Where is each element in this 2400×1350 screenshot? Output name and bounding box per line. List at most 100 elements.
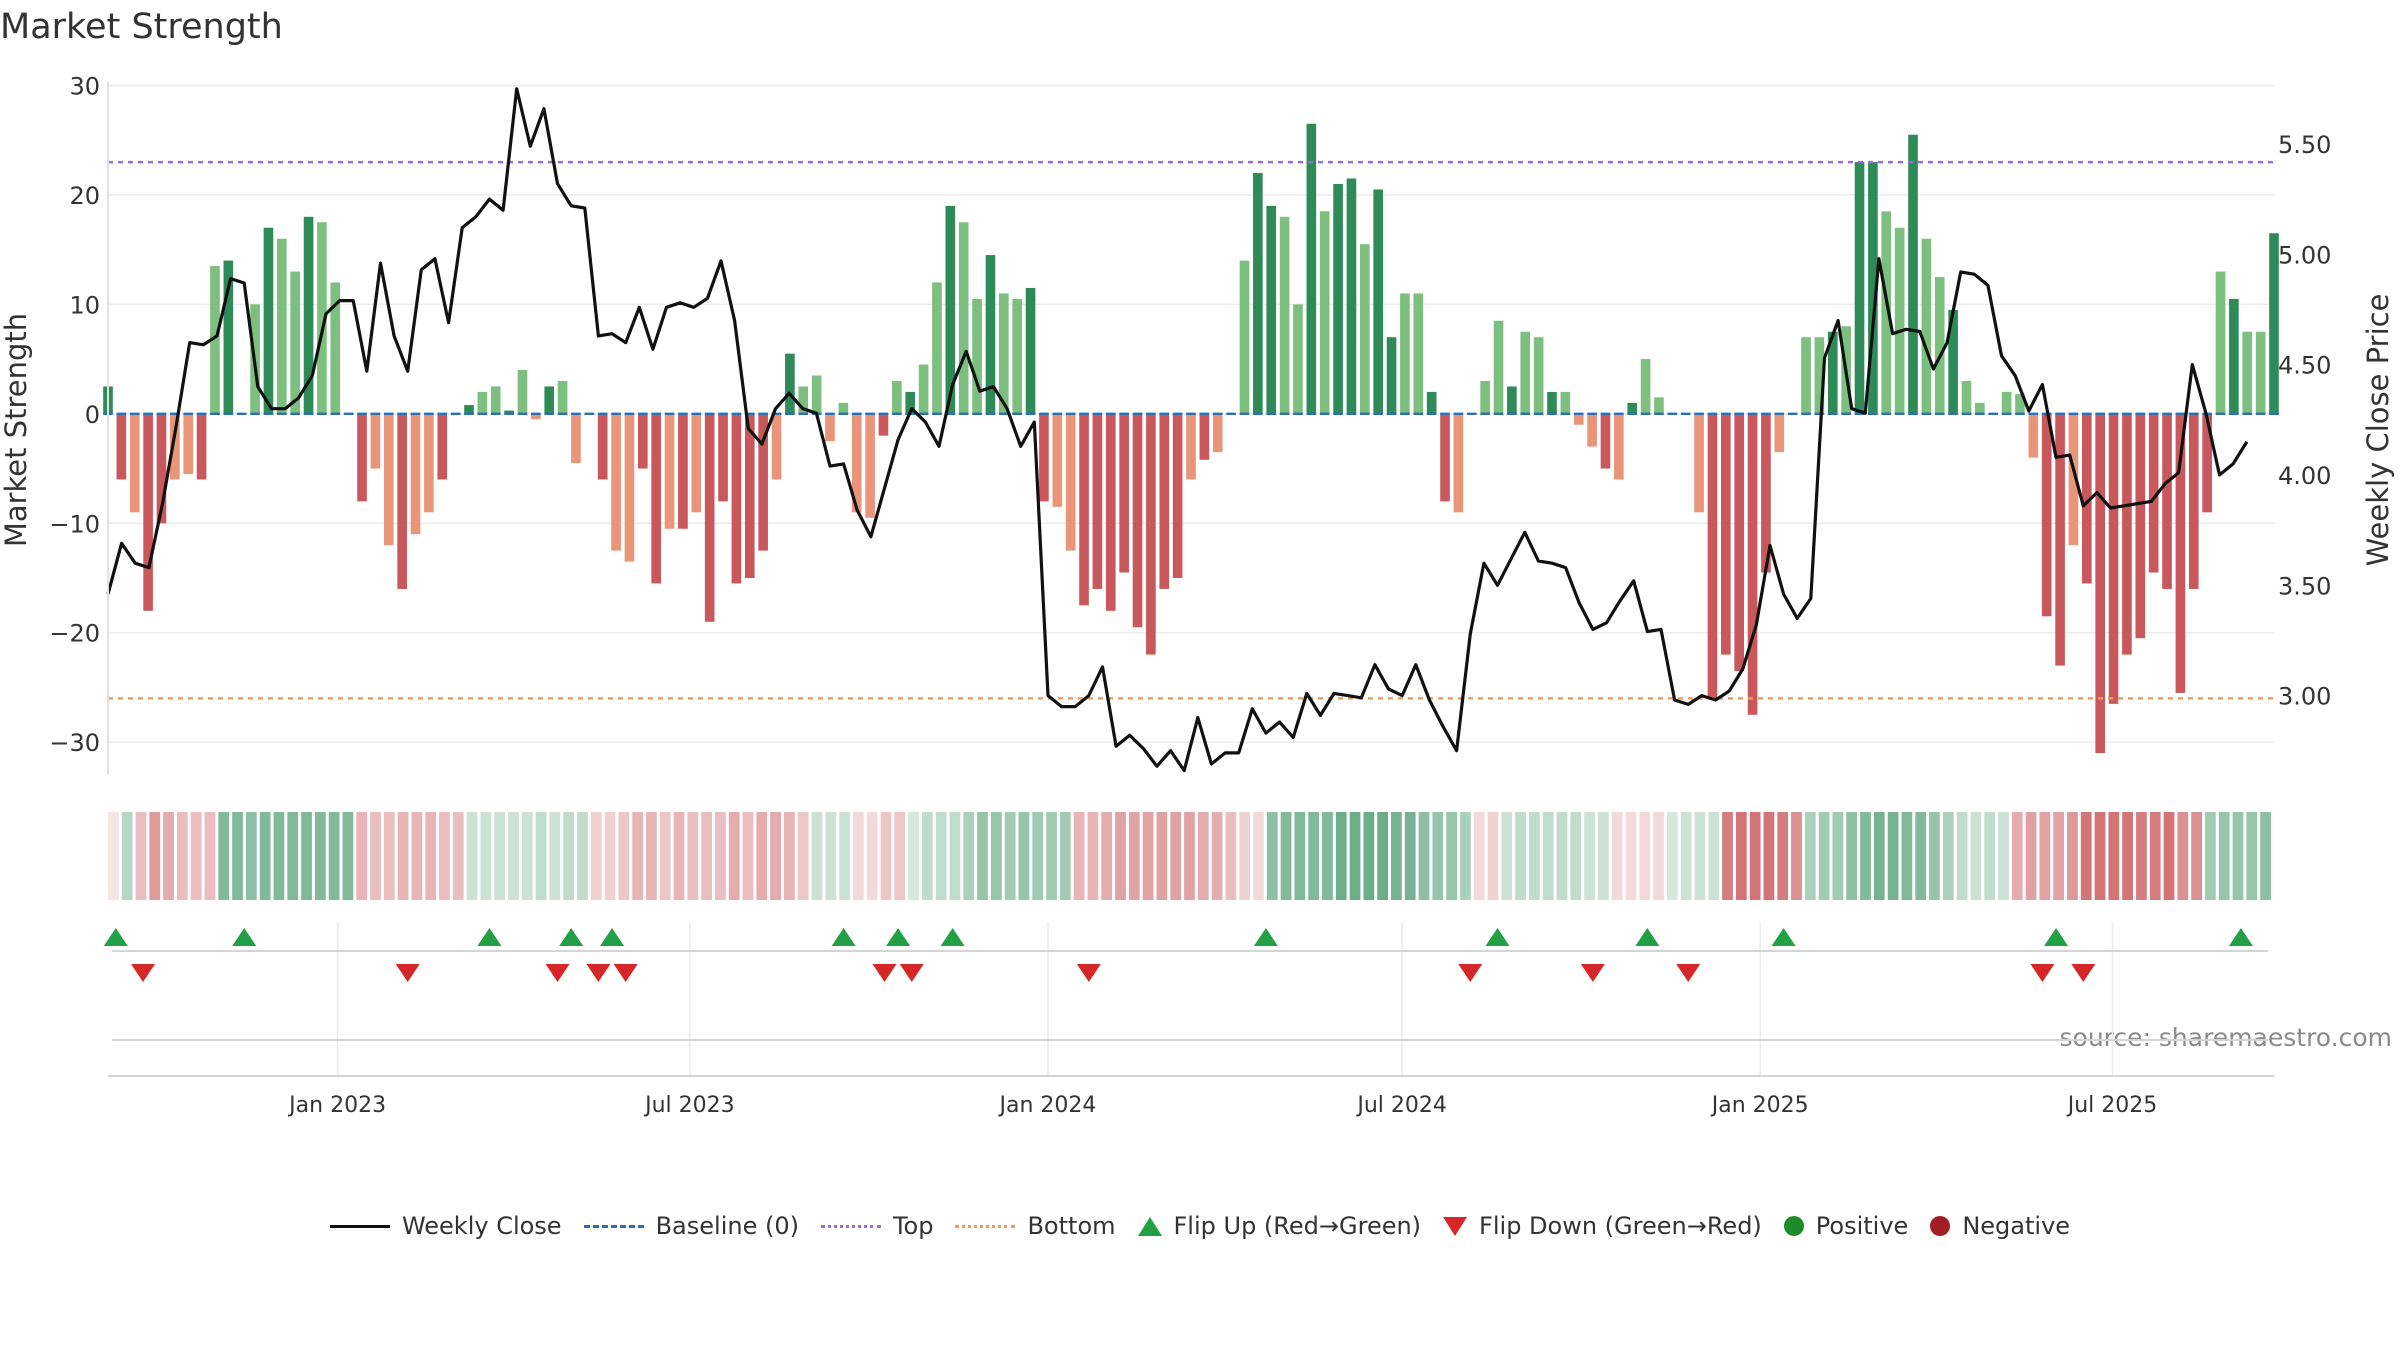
strength-bar <box>383 413 394 546</box>
heat-cell <box>370 812 381 900</box>
heat-cell <box>1804 812 1816 900</box>
right-tick-label: 5.50 <box>2278 131 2331 159</box>
strength-bar <box>1707 413 1718 699</box>
strength-bar <box>170 413 180 480</box>
strength-bar <box>1600 413 1611 469</box>
heat-cell <box>1970 812 1982 900</box>
strength-bar <box>277 238 287 414</box>
left-tick-label: −20 <box>49 620 100 648</box>
heat-cell <box>1156 812 1168 900</box>
strength-bar <box>1253 173 1263 414</box>
heat-cell <box>921 812 933 900</box>
legend-bottom-swatch <box>955 1224 1016 1228</box>
heat-cell <box>2122 812 2134 900</box>
strength-bar <box>798 386 809 414</box>
strength-bar <box>504 410 514 414</box>
axes: 30 20 10 0 −10 −20 −30 5.50 5.00 4.50 4.00 3.50 3.00… <box>49 72 2331 1118</box>
heat-cell <box>521 812 533 900</box>
strength-bar <box>437 413 448 480</box>
strength-bar <box>918 364 929 414</box>
flip-down-marker <box>395 964 420 982</box>
strength-bar <box>704 413 715 622</box>
strength-bar <box>290 271 300 414</box>
heat-cell <box>1625 812 1637 900</box>
legend-flip-up: Flip Up (Red→Green) <box>1137 1212 1421 1240</box>
left-tick-label: −10 <box>49 510 100 538</box>
strength-bar <box>1346 178 1357 414</box>
heat-cell <box>1197 812 1209 900</box>
heat-cell <box>121 812 133 900</box>
y-axis-label-right: Weekly Close Price <box>2361 294 2395 567</box>
heat-cell <box>1542 812 1554 900</box>
heat-cell <box>163 812 174 900</box>
legend-flip-down-icon <box>1443 1216 1468 1236</box>
strength-bar <box>1587 413 1597 447</box>
heat-cell <box>1639 812 1651 900</box>
heat-cell <box>1115 812 1126 900</box>
heat-cell <box>756 812 768 900</box>
heat-cell <box>990 812 1002 900</box>
legend-close-label: Weekly Close <box>401 1212 562 1240</box>
heat-cell <box>2053 812 2065 900</box>
heat-cell <box>2025 812 2037 900</box>
strength-bar <box>357 413 367 502</box>
chart-title: Market Strength <box>0 7 283 47</box>
strength-bar <box>1854 162 1865 414</box>
heat-cell <box>935 812 947 900</box>
heat-cell <box>1611 812 1623 900</box>
strength-bar <box>744 413 755 578</box>
flip-up-marker <box>1771 928 1796 946</box>
heat-cell <box>715 812 726 900</box>
strength-bar <box>2015 394 2025 414</box>
strength-bar <box>1560 391 1571 414</box>
heat-cell <box>894 812 906 900</box>
strength-bar <box>544 386 555 414</box>
strength-bar <box>1039 413 1049 502</box>
heat-strip <box>108 812 2271 900</box>
strength-bar <box>985 255 996 414</box>
heat-cell <box>866 812 878 900</box>
legend: Weekly Close Baseline (0) Top Bottom Fli… <box>0 1212 2400 1240</box>
heat-cell <box>1777 812 1789 900</box>
heat-cell <box>1584 812 1595 900</box>
strength-bar <box>129 413 140 513</box>
strength-bar <box>2269 233 2279 414</box>
heat-cell <box>1280 812 1292 900</box>
heat-cell <box>1818 812 1830 900</box>
strength-bar <box>1212 413 1223 453</box>
strength-bar <box>397 413 407 589</box>
strength-bar <box>303 216 314 414</box>
flip-down-marker <box>1676 964 1701 982</box>
strength-bar <box>1360 244 1370 414</box>
strength-bar <box>183 413 194 475</box>
heat-cell <box>1873 812 1885 900</box>
strength-bar <box>1640 359 1651 414</box>
right-tick-label: 3.50 <box>2278 572 2331 600</box>
heat-cell <box>1763 812 1775 900</box>
heat-cell <box>1211 812 1223 900</box>
flip-down-marker <box>899 964 924 982</box>
strength-bar <box>1146 413 1156 655</box>
heat-cell <box>176 812 188 900</box>
heat-cell <box>1846 812 1858 900</box>
strength-bar <box>317 222 327 414</box>
strength-bar <box>892 380 902 414</box>
strength-bar <box>664 413 675 529</box>
heat-cell <box>1915 812 1927 900</box>
source-note: source: sharemaestro.com <box>2060 1023 2393 1052</box>
heat-cell <box>2191 812 2202 900</box>
strength-bar <box>1065 413 1076 551</box>
heat-cell <box>218 812 230 900</box>
heat-cell <box>1335 812 1347 900</box>
strength-bar <box>1814 337 1825 414</box>
flip-down-marker <box>1458 964 1483 982</box>
strength-bar <box>2148 413 2159 573</box>
heat-cell <box>701 812 712 900</box>
strength-bar <box>1413 293 1424 414</box>
heat-cell <box>742 812 754 900</box>
flip-down-marker <box>1076 964 1101 982</box>
heat-cell <box>1391 812 1402 900</box>
strength-bar <box>865 413 875 518</box>
heat-cell <box>1901 812 1913 900</box>
flip-up-marker <box>940 928 965 946</box>
